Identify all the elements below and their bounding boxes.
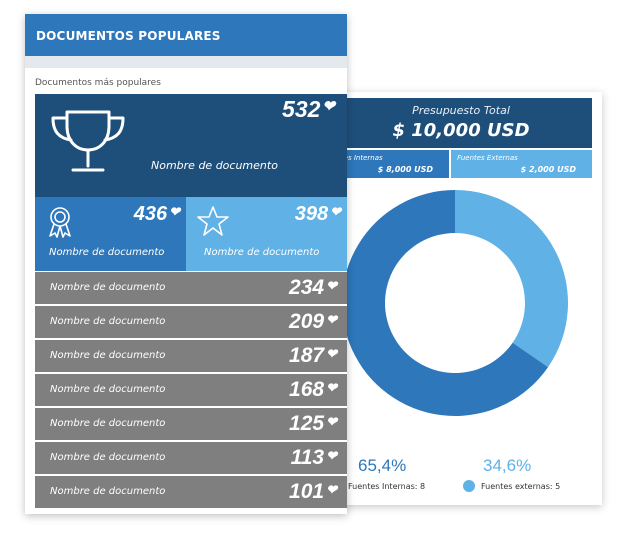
internal-percentage: 65,4% — [358, 456, 407, 475]
star-icon — [196, 205, 230, 241]
budget-title-bar: Presupuesto Total $ 10,000 USD — [330, 98, 592, 148]
popular-documents-card: DOCUMENTOS POPULARES Documentos más popu… — [25, 14, 347, 514]
document-count: 234 ❤ — [289, 276, 337, 300]
legend-internal-label: Fuentes Internas: 8 — [348, 481, 426, 491]
external-sources-cell: Fuentes Externas $ 2,000 USD — [451, 150, 592, 178]
budget-split: Fuentes Internas $ 8,000 USD Fuentes Ext… — [330, 150, 592, 178]
heart-icon: ❤ — [326, 414, 337, 429]
donut-slice-internal — [342, 190, 549, 416]
legend-internal: Fuentes Internas: 8 — [330, 480, 426, 492]
document-name[interactable]: Nombre de documento — [204, 247, 320, 258]
document-count: 101 ❤ — [289, 480, 337, 504]
document-list: Nombre de documento 234 ❤ Nombre de documen… — [35, 272, 347, 510]
donut-svg — [342, 190, 568, 416]
count-value: 187 — [289, 344, 325, 367]
count-value: 113 — [290, 446, 325, 469]
document-count: 398 ❤ — [295, 203, 341, 226]
heart-icon: ❤ — [326, 346, 337, 361]
heart-icon: ❤ — [322, 98, 335, 115]
document-count: 113 ❤ — [291, 446, 337, 470]
internal-sources-cell: Fuentes Internas $ 8,000 USD — [330, 150, 450, 178]
top-document-3[interactable]: 398 ❤ Nombre de documento — [186, 197, 347, 271]
document-count: 187 ❤ — [289, 344, 337, 368]
top-document-1[interactable]: 532 ❤ Nombre de documento — [35, 94, 347, 197]
document-count: 168 ❤ — [289, 378, 337, 402]
document-name[interactable]: Nombre de documento — [50, 486, 166, 497]
card-subtitle: Documentos más populares — [35, 78, 161, 88]
document-name[interactable]: Nombre de documento — [49, 247, 165, 258]
external-sources-value: $ 2,000 USD — [520, 165, 576, 174]
award-ribbon-icon — [45, 205, 75, 243]
budget-total: $ 10,000 USD — [392, 120, 530, 141]
heart-icon: ❤ — [326, 380, 337, 395]
document-name[interactable]: Nombre de documento — [50, 350, 166, 361]
budget-card: Presupuesto Total $ 10,000 USD Fuentes I… — [330, 92, 602, 505]
donut-chart — [330, 190, 602, 430]
heart-icon: ❤ — [326, 448, 337, 463]
internal-sources-value: $ 8,000 USD — [377, 165, 434, 174]
external-percentage: 34,6% — [483, 456, 532, 475]
document-name[interactable]: Nombre de documento — [151, 159, 278, 172]
list-item[interactable]: Nombre de documento 187 ❤ — [35, 340, 347, 372]
list-item[interactable]: Nombre de documento 209 ❤ — [35, 306, 347, 338]
count-value: 209 — [289, 310, 325, 333]
list-item[interactable]: Nombre de documento 113 ❤ — [35, 442, 347, 474]
document-count: 125 ❤ — [289, 412, 337, 436]
document-count: 436 ❤ — [134, 203, 180, 226]
document-name[interactable]: Nombre de documento — [50, 316, 166, 327]
trophy-icon — [47, 106, 129, 182]
document-name[interactable]: Nombre de documento — [50, 418, 166, 429]
list-item[interactable]: Nombre de documento 101 ❤ — [35, 476, 347, 508]
budget-title: Presupuesto Total — [412, 104, 510, 117]
top-document-2[interactable]: 436 ❤ Nombre de documento — [35, 197, 186, 271]
budget-header: Presupuesto Total $ 10,000 USD Fuentes I… — [330, 98, 592, 238]
list-item[interactable]: Nombre de documento 168 ❤ — [35, 374, 347, 406]
heart-icon: ❤ — [330, 204, 341, 219]
count-value: 125 — [289, 412, 325, 435]
legend-dot-external — [463, 480, 475, 492]
document-count: 209 ❤ — [289, 310, 337, 334]
heart-icon: ❤ — [326, 482, 337, 497]
donut-slice-external — [455, 190, 568, 368]
legend-external-label: Fuentes externas: 5 — [481, 481, 561, 491]
internal-sources-label: Fuentes Internas — [330, 154, 383, 162]
count-value: 101 — [289, 480, 325, 503]
header-band — [25, 56, 347, 68]
heart-icon: ❤ — [326, 278, 337, 293]
heart-icon: ❤ — [326, 312, 337, 327]
count-value: 436 — [133, 203, 168, 225]
list-item[interactable]: Nombre de documento 125 ❤ — [35, 408, 347, 440]
document-name[interactable]: Nombre de documento — [50, 384, 166, 395]
donut-legend: 65,4% 34,6% Fuentes Internas: 8 Fuentes … — [330, 454, 602, 494]
document-name[interactable]: Nombre de documento — [50, 282, 166, 293]
count-value: 398 — [294, 203, 329, 225]
external-sources-label: Fuentes Externas — [457, 154, 518, 162]
document-name[interactable]: Nombre de documento — [50, 452, 166, 463]
document-count: 532 ❤ — [282, 96, 335, 123]
count-value: 234 — [289, 276, 325, 299]
heart-icon: ❤ — [169, 204, 180, 219]
card-header: DOCUMENTOS POPULARES — [25, 14, 347, 56]
count-value: 532 — [282, 96, 321, 122]
legend-external: Fuentes externas: 5 — [463, 480, 560, 492]
count-value: 168 — [289, 378, 325, 401]
list-item[interactable]: Nombre de documento 234 ❤ — [35, 272, 347, 304]
